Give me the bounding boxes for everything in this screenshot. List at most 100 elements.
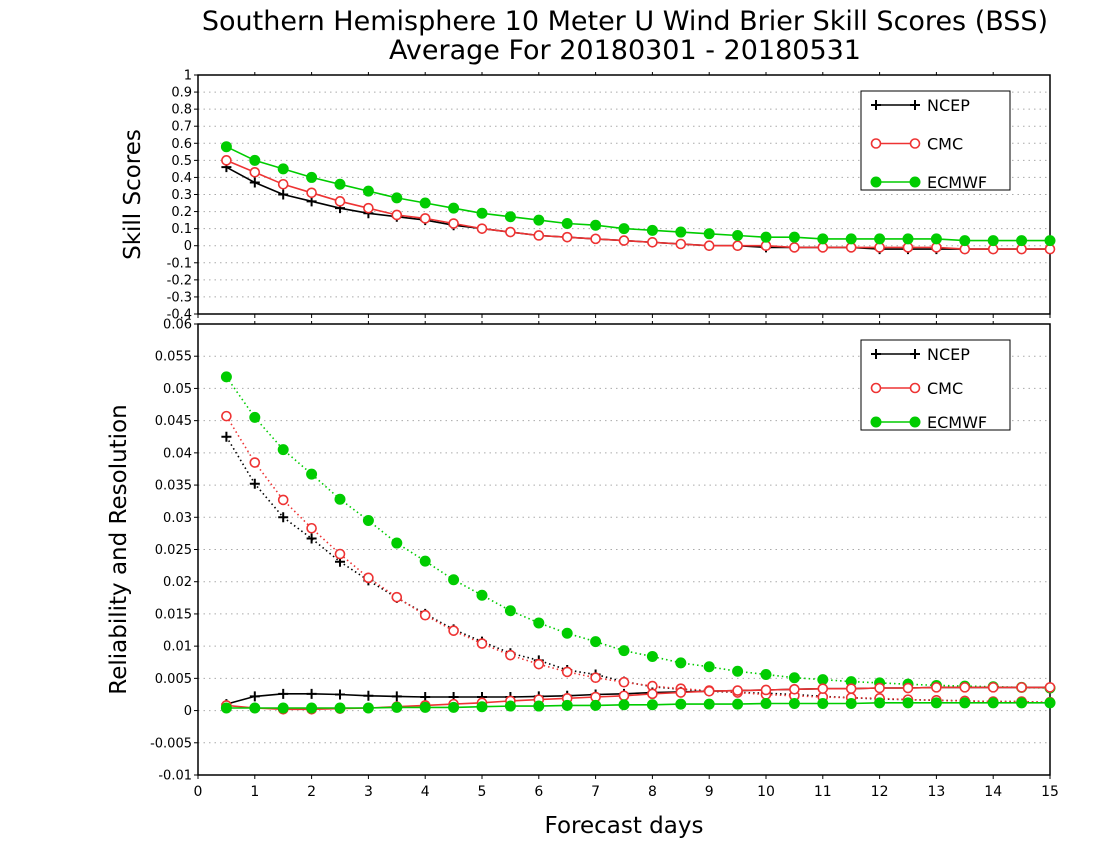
legend-marker [910, 100, 920, 110]
y-tick-label: -0.005 [150, 736, 192, 751]
x-tick-label: 1 [250, 784, 259, 800]
data-point [675, 687, 687, 698]
y-tick-label: 0.06 [163, 318, 192, 333]
data-point [533, 230, 545, 241]
series-line [225, 415, 1051, 703]
data-point [220, 702, 232, 714]
data-point [504, 700, 516, 712]
data-point [391, 691, 402, 702]
y-tick-label: 0.055 [155, 350, 192, 365]
data-point [391, 209, 403, 221]
data-point [760, 684, 772, 696]
data-point [590, 219, 602, 231]
legend: NCEP CMC ECMWF [860, 339, 1011, 432]
data-point [476, 638, 488, 649]
data-point [277, 702, 289, 714]
data-point [220, 371, 232, 383]
data-point [334, 548, 346, 560]
series-cmc-solid [221, 155, 1056, 255]
data-point [732, 698, 744, 710]
data-point [618, 645, 630, 657]
data-point [590, 233, 601, 245]
y-tick-label: 0.6 [171, 137, 192, 152]
legend-marker [909, 138, 921, 149]
legend: NCEP CMC ECMWF [860, 90, 1011, 192]
plot-frame [197, 323, 1051, 776]
data-point [874, 682, 885, 694]
y-tick-label: 0.5 [171, 154, 192, 169]
data-point [476, 701, 488, 713]
data-point [504, 211, 516, 223]
legend-marker [870, 138, 882, 149]
data-point [448, 574, 460, 586]
data-point [505, 649, 516, 661]
x-tick-label: 14 [984, 784, 1002, 800]
y-tick-label: 0.025 [155, 543, 192, 558]
data-point [419, 555, 431, 567]
data-point [363, 572, 374, 584]
data-point [1044, 697, 1056, 709]
chart-panels: -0.4 -0.3 -0.2 -0.1 0 0.1 0.2 0.3 0.4 0.5 0.6 0.7 0.… [106, 69, 1059, 801]
x-tick-label: 3 [364, 784, 373, 800]
data-point [448, 701, 460, 713]
data-point [334, 196, 346, 207]
legend-label: CMC [927, 379, 963, 398]
series-line [226, 686, 1050, 705]
data-point [221, 431, 232, 442]
data-point [391, 192, 403, 204]
y-axis-label: Skill Scores [120, 129, 146, 260]
data-point [987, 235, 999, 247]
data-point [306, 468, 318, 480]
data-point [959, 235, 971, 247]
data-point [419, 609, 431, 621]
legend-label: ECMWF [927, 173, 987, 192]
data-point [590, 672, 601, 684]
y-tick-label: 0.03 [163, 511, 192, 526]
data-point [1016, 682, 1027, 693]
x-tick-label: 15 [1041, 784, 1059, 800]
data-point [533, 658, 545, 670]
y-tick-label: -0.3 [167, 290, 192, 305]
y-tick-label: 0.04 [163, 446, 192, 461]
data-point [249, 411, 261, 423]
data-point [533, 214, 545, 226]
y-tick-label: 0.9 [171, 86, 192, 101]
data-point [732, 229, 744, 241]
data-point [306, 533, 317, 544]
data-point [249, 154, 261, 166]
y-tick-label: -0.01 [158, 769, 192, 784]
data-point [561, 627, 573, 639]
data-point [817, 674, 829, 686]
data-point [561, 231, 573, 243]
series-cmc-dotted [221, 410, 1056, 708]
legend-marker [871, 100, 881, 110]
data-point [1016, 697, 1028, 709]
data-point [249, 702, 261, 714]
data-point [1044, 682, 1056, 693]
legend-label: NCEP [927, 96, 970, 115]
data-point [647, 237, 658, 248]
data-point [760, 231, 772, 243]
data-point [675, 226, 687, 238]
legend-marker [871, 349, 881, 359]
y-tick-label: 0.035 [155, 479, 192, 494]
data-point [760, 668, 772, 680]
data-point [930, 697, 942, 709]
legend-marker [909, 382, 921, 394]
data-point [391, 537, 403, 549]
data-point [334, 702, 346, 714]
data-point [732, 685, 743, 696]
chart-title-line1: Southern Hemisphere 10 Meter U Wind Brie… [202, 6, 1048, 37]
data-point [930, 233, 942, 245]
data-point [476, 223, 488, 234]
data-point [817, 233, 829, 245]
data-point [789, 684, 800, 695]
data-point [760, 697, 772, 709]
x-tick-label: 12 [871, 784, 889, 800]
legend-marker [870, 176, 882, 188]
legend-label: ECMWF [927, 413, 987, 432]
x-axis-label: Forecast days [545, 813, 704, 839]
y-tick-label: 0.015 [155, 607, 192, 622]
data-point [448, 625, 459, 636]
data-point [845, 697, 857, 709]
